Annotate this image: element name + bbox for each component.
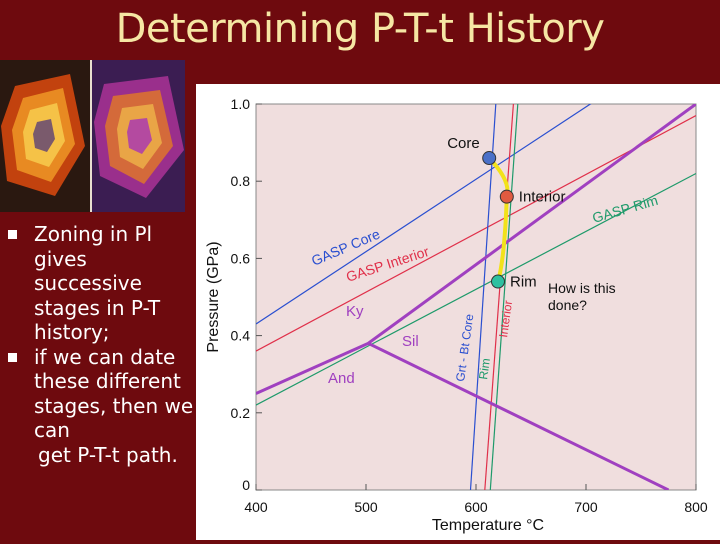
reaction-line-8: [367, 341, 670, 490]
field-label-ky: Ky: [346, 303, 364, 320]
bullet-square-icon: [8, 352, 17, 362]
zoning-points: Core Interior Rim: [447, 135, 565, 291]
bullet-square-icon: [8, 230, 17, 239]
y-tick-label: 0.6: [231, 250, 251, 266]
reaction-line-5: [489, 104, 519, 490]
slide-title: Determining P-T-t History: [115, 6, 605, 52]
reaction-line-2: [256, 172, 696, 406]
field-label-and: And: [328, 370, 355, 387]
reaction-line-7: [367, 104, 696, 345]
bullet-continuation: get P-T-t path.: [38, 442, 178, 467]
y-tick-label: 0: [242, 477, 250, 493]
zoning-point-label: Interior: [519, 189, 566, 206]
y-tick-label: 0.2: [231, 405, 251, 421]
y-tick-label: 0.4: [231, 328, 251, 344]
reaction-line-0: [256, 104, 592, 325]
axes: 400 500 600 700 800 0 0.2 0.4 0.6 0.8 1.0: [231, 96, 708, 515]
x-tick-label: 800: [684, 499, 708, 515]
reaction-lines: [256, 104, 696, 490]
x-tick-label: 600: [464, 499, 488, 515]
x-axis-label: Temperature °C: [432, 517, 544, 534]
x-tick-label: 700: [574, 499, 598, 515]
plot-area: [255, 103, 697, 491]
label-grtbt-rim: Rim: [476, 357, 493, 380]
zoning-point-rim: [491, 274, 505, 289]
x-tick-label: 500: [354, 499, 378, 515]
zoning-point-label: Core: [447, 135, 480, 152]
zoned-plagioclase-photo: [0, 60, 185, 212]
bullet-item: if we can date these different stages, t…: [8, 345, 198, 443]
zoning-point-core: [482, 151, 497, 166]
zoning-point-label: Rim: [510, 274, 537, 291]
y-tick-label: 1.0: [231, 96, 251, 112]
reaction-line-3: [469, 104, 497, 490]
field-label-sil: Sil: [402, 333, 419, 350]
bullet-text: Zoning in Pl gives successive stages in …: [34, 222, 161, 344]
label-grtbt-interior: Interior: [496, 299, 515, 338]
pt-diagram: 400 500 600 700 800 0 0.2 0.4 0.6 0.8 1.0 GASP Cor…: [196, 84, 720, 540]
bullet-item: Zoning in Pl gives successive stages in …: [8, 222, 198, 345]
reaction-line-6: [256, 341, 369, 395]
bullet-list: Zoning in Pl gives successive stages in …: [8, 222, 198, 467]
y-tick-label: 0.8: [231, 173, 251, 189]
reaction-line-4: [484, 104, 514, 490]
bullet-text: if we can date these different stages, t…: [34, 344, 194, 443]
y-axis-label: Pressure (GPa): [205, 241, 222, 352]
x-tick-label: 400: [244, 499, 268, 515]
how-annotation: How is this done?: [548, 280, 616, 313]
zoning-point-interior: [499, 189, 514, 204]
reaction-line-1: [256, 115, 696, 352]
